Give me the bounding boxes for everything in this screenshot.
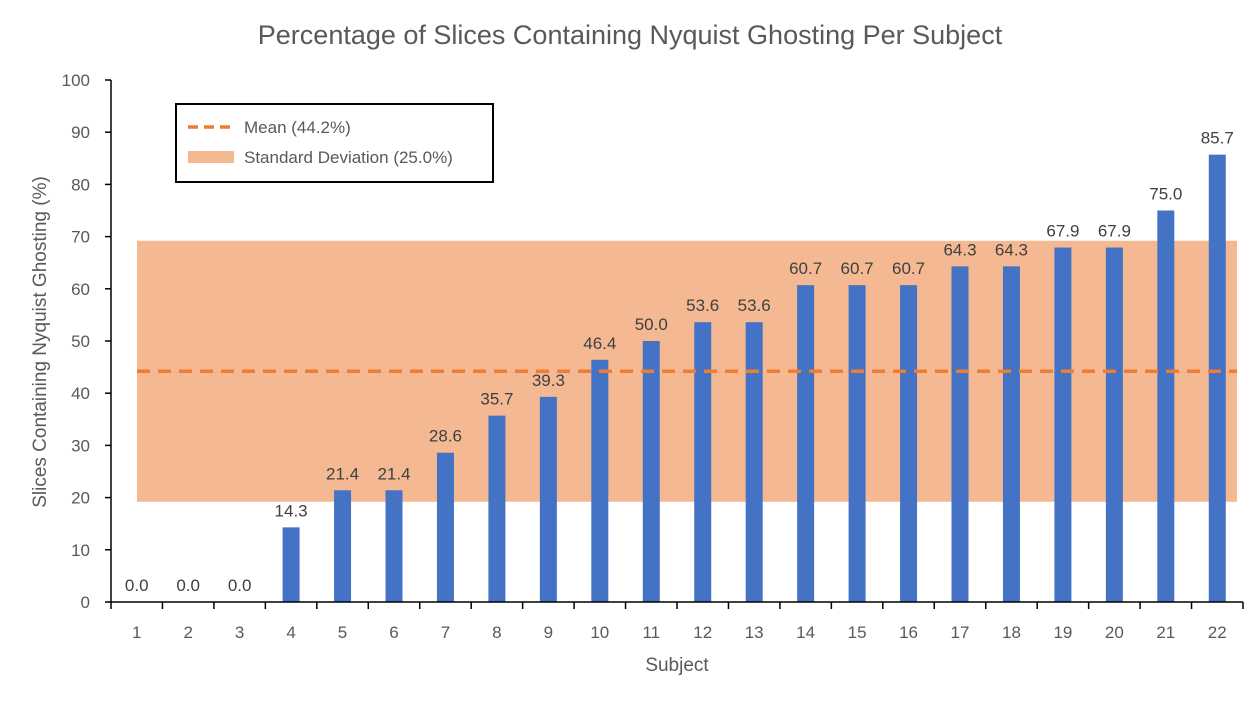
data-label: 60.7 bbox=[841, 259, 874, 278]
x-tick-label: 16 bbox=[899, 623, 918, 642]
bar-layer bbox=[282, 154, 1226, 602]
y-tick-label: 30 bbox=[71, 436, 90, 455]
x-tick-label: 2 bbox=[183, 623, 192, 642]
x-tick-label: 11 bbox=[642, 623, 660, 642]
y-tick-label: 40 bbox=[71, 384, 90, 403]
legend-band-swatch bbox=[188, 151, 234, 163]
x-tick-label: 5 bbox=[338, 623, 347, 642]
x-axis-title: Subject bbox=[645, 655, 709, 676]
x-tick-label: 7 bbox=[441, 623, 450, 642]
x-tick-label: 18 bbox=[1002, 623, 1021, 642]
bar bbox=[488, 415, 506, 602]
y-tick-label: 0 bbox=[81, 593, 90, 612]
x-tick-label: 10 bbox=[590, 623, 609, 642]
bar bbox=[1105, 247, 1123, 602]
bar bbox=[1054, 247, 1072, 602]
bar bbox=[1208, 154, 1226, 602]
data-label: 60.7 bbox=[789, 259, 822, 278]
x-tick-label: 3 bbox=[235, 623, 244, 642]
y-axis-title: Slices Containing Nyquist Ghosting (%) bbox=[30, 176, 51, 508]
bar bbox=[951, 266, 969, 602]
data-label: 60.7 bbox=[892, 259, 925, 278]
bar bbox=[334, 490, 352, 602]
legend-band-label: Standard Deviation (25.0%) bbox=[244, 148, 453, 167]
x-tick-label: 14 bbox=[796, 623, 815, 642]
data-label: 0.0 bbox=[176, 576, 200, 595]
x-tick-label: 4 bbox=[286, 623, 295, 642]
data-label: 50.0 bbox=[635, 315, 668, 334]
data-label: 14.3 bbox=[275, 501, 308, 520]
data-label: 0.0 bbox=[125, 576, 149, 595]
legend-box bbox=[175, 103, 494, 183]
bar bbox=[642, 341, 660, 602]
x-tick-label: 17 bbox=[951, 623, 970, 642]
bar bbox=[436, 452, 454, 602]
x-tick-label: 8 bbox=[492, 623, 501, 642]
data-label: 28.6 bbox=[429, 427, 462, 446]
y-tick-label: 90 bbox=[71, 123, 90, 142]
y-tick-label: 50 bbox=[71, 332, 90, 351]
bar bbox=[797, 285, 815, 602]
x-tick-label: 19 bbox=[1053, 623, 1072, 642]
data-label: 53.6 bbox=[738, 296, 771, 315]
data-label: 21.4 bbox=[377, 464, 410, 483]
bar bbox=[1157, 210, 1175, 602]
bar bbox=[848, 285, 866, 602]
y-tick-label: 70 bbox=[71, 228, 90, 247]
x-tick-label: 9 bbox=[544, 623, 553, 642]
y-tick-label: 20 bbox=[71, 489, 90, 508]
data-label: 39.3 bbox=[532, 371, 565, 390]
y-tick-label: 10 bbox=[71, 541, 90, 560]
bar bbox=[900, 285, 918, 602]
x-tick-label: 22 bbox=[1208, 623, 1227, 642]
data-label: 46.4 bbox=[583, 334, 616, 353]
x-tick-label: 20 bbox=[1105, 623, 1124, 642]
data-label: 35.7 bbox=[480, 390, 513, 409]
bar bbox=[745, 322, 763, 602]
x-tick-label: 13 bbox=[745, 623, 764, 642]
legend: Mean (44.2%) Standard Deviation (25.0%) bbox=[175, 103, 494, 183]
legend-mean-label: Mean (44.2%) bbox=[244, 118, 351, 137]
label-layer: 0.0 0.0 0.0 14.3 21.4 21.4 28.6 35.7 39.3 46.4 50.… bbox=[125, 129, 1234, 595]
x-tick-label: 12 bbox=[693, 623, 712, 642]
x-tick-label: 15 bbox=[848, 623, 867, 642]
data-label: 67.9 bbox=[1046, 222, 1079, 241]
bar bbox=[694, 322, 712, 602]
y-tick-label: 60 bbox=[71, 280, 90, 299]
x-tick-label: 1 bbox=[132, 623, 141, 642]
y-tick-label: 80 bbox=[71, 175, 90, 194]
data-label: 67.9 bbox=[1098, 222, 1131, 241]
y-tick-label: 100 bbox=[62, 71, 90, 90]
x-tick-label: 6 bbox=[389, 623, 398, 642]
chart-title: Percentage of Slices Containing Nyquist … bbox=[258, 20, 1003, 50]
data-label: 64.3 bbox=[943, 240, 976, 259]
bar bbox=[591, 359, 609, 602]
data-label: 21.4 bbox=[326, 464, 359, 483]
bar bbox=[1002, 266, 1020, 602]
x-tick-label: 21 bbox=[1156, 623, 1175, 642]
data-label: 64.3 bbox=[995, 240, 1028, 259]
bar bbox=[385, 490, 403, 602]
data-label: 85.7 bbox=[1201, 129, 1234, 148]
data-label: 53.6 bbox=[686, 296, 719, 315]
bar bbox=[282, 527, 300, 602]
data-label: 0.0 bbox=[228, 576, 252, 595]
bar bbox=[539, 396, 557, 602]
data-label: 75.0 bbox=[1149, 185, 1182, 204]
